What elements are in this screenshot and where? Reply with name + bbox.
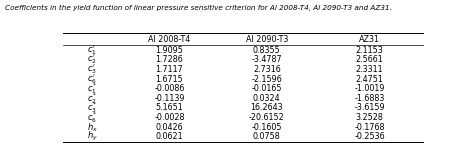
Text: $c_6^{*}$: $c_6^{*}$ [87,110,97,125]
Text: -0.0165: -0.0165 [252,84,282,93]
Text: 2.7316: 2.7316 [253,65,281,74]
Text: 3.2528: 3.2528 [356,113,383,122]
Text: 2.4751: 2.4751 [356,75,383,83]
Text: AZ31: AZ31 [359,35,380,44]
Text: -0.0086: -0.0086 [154,84,185,93]
Text: Al 2090-T3: Al 2090-T3 [246,35,288,44]
Text: $h_y$: $h_y$ [87,130,98,144]
Text: 16.2643: 16.2643 [250,103,283,113]
Text: 0.0426: 0.0426 [155,123,183,132]
Text: Al 2008-T4: Al 2008-T4 [148,35,191,44]
Text: 1.7286: 1.7286 [155,55,183,64]
Text: 2.5661: 2.5661 [356,55,383,64]
Text: -0.1768: -0.1768 [355,123,385,132]
Text: 1.7117: 1.7117 [155,65,183,74]
Text: 2.3311: 2.3311 [356,65,383,74]
Text: -3.4787: -3.4787 [252,55,282,64]
Text: 1.6715: 1.6715 [155,75,183,83]
Text: 2.1153: 2.1153 [356,46,383,55]
Text: -3.6159: -3.6159 [355,103,385,113]
Text: 5.1651: 5.1651 [155,103,183,113]
Text: 0.0758: 0.0758 [253,132,281,141]
Text: 0.0621: 0.0621 [155,132,183,141]
Text: -20.6152: -20.6152 [249,113,285,122]
Text: -0.0028: -0.0028 [154,113,185,122]
Text: -1.0019: -1.0019 [355,84,385,93]
Text: 1.9095: 1.9095 [155,46,183,55]
Text: -0.1139: -0.1139 [154,94,185,103]
Text: Coefficients in the yield function of linear pressure sensitive criterion for Al: Coefficients in the yield function of li… [5,5,392,11]
Text: $c_2^{\prime}$: $c_2^{\prime}$ [87,53,97,66]
Text: $c_3^{\prime}$: $c_3^{\prime}$ [87,63,97,76]
Text: 0.0324: 0.0324 [253,94,281,103]
Text: -1.6883: -1.6883 [355,94,385,103]
Text: -0.2536: -0.2536 [355,132,385,141]
Text: $c_1^{*}$: $c_1^{*}$ [87,81,97,96]
Text: $c_6^{\prime}$: $c_6^{\prime}$ [87,72,97,86]
Text: $c_2^{*}$: $c_2^{*}$ [87,91,97,106]
Text: 0.8355: 0.8355 [253,46,281,55]
Text: -2.1596: -2.1596 [251,75,282,83]
Text: $c_3^{*}$: $c_3^{*}$ [87,100,97,116]
Text: $h_x$: $h_x$ [87,121,98,133]
Text: $c_1^{\prime}$: $c_1^{\prime}$ [87,43,97,57]
Text: -0.1605: -0.1605 [252,123,282,132]
